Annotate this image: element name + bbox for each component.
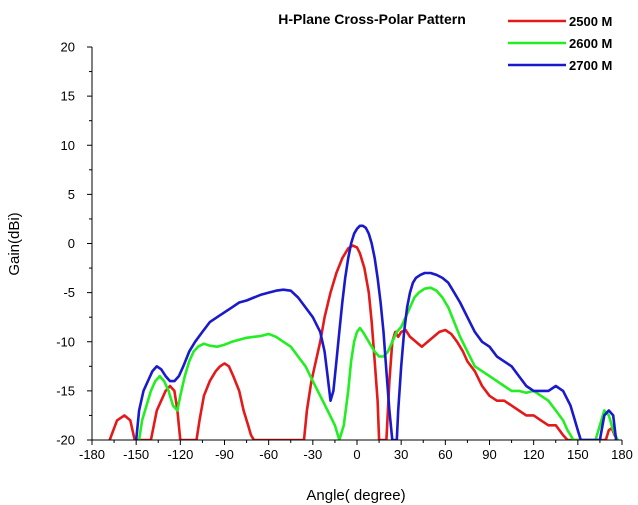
y-tick-label: -10 bbox=[56, 334, 75, 349]
x-tick-label: 180 bbox=[611, 447, 633, 462]
x-tick-label: -90 bbox=[215, 447, 234, 462]
y-tick-label: 15 bbox=[61, 89, 75, 104]
x-tick-label: -30 bbox=[303, 447, 322, 462]
y-tick-label: 20 bbox=[61, 40, 75, 55]
y-axis-title: Gain(dBi) bbox=[6, 212, 23, 275]
series-line-3 bbox=[134, 224, 618, 440]
x-tick-label: 30 bbox=[394, 447, 408, 462]
legend-label-1: 2500 M bbox=[569, 14, 612, 29]
x-tick-label: 60 bbox=[438, 447, 452, 462]
x-tick-label: 90 bbox=[482, 447, 496, 462]
y-tick-label: -20 bbox=[56, 433, 75, 448]
series-line-1 bbox=[108, 244, 619, 440]
legend-label-3: 2700 M bbox=[569, 58, 612, 73]
series-line-2 bbox=[137, 286, 619, 440]
legend-label-2: 2600 M bbox=[569, 36, 612, 51]
x-tick-label: 0 bbox=[353, 447, 360, 462]
y-tick-label: 10 bbox=[61, 138, 75, 153]
x-axis-title: Angle( degree) bbox=[306, 487, 405, 504]
legend: 2500 M 2600 M 2700 M bbox=[508, 14, 612, 73]
x-tick-label: 150 bbox=[567, 447, 589, 462]
x-tick-label: -60 bbox=[259, 447, 278, 462]
y-tick-label: 5 bbox=[68, 187, 75, 202]
plot-area: -180 -150 -120 -90 -60 -30 0 30 60 90 120 150 180-20… bbox=[56, 40, 633, 463]
chart-title: H-Plane Cross-Polar Pattern bbox=[278, 11, 466, 27]
y-tick-label: 0 bbox=[68, 236, 75, 251]
x-tick-label: -120 bbox=[167, 447, 193, 462]
x-tick-label: 120 bbox=[523, 447, 545, 462]
x-tick-label: -150 bbox=[123, 447, 149, 462]
x-tick-label: -180 bbox=[79, 447, 105, 462]
y-tick-label: -15 bbox=[56, 383, 75, 398]
y-tick-label: -5 bbox=[63, 285, 75, 300]
series-lines bbox=[108, 224, 619, 440]
